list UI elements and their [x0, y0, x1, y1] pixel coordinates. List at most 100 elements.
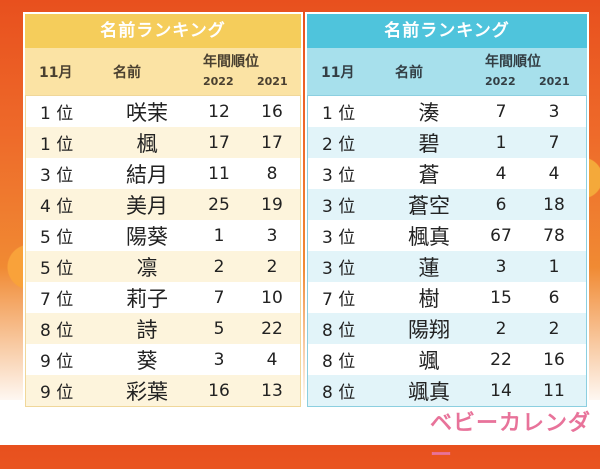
- table-header: 11月 名前 年間順位 2022 2021: [307, 48, 587, 95]
- rank-cell: 3 位: [322, 228, 356, 248]
- rank-cell: 2 位: [322, 135, 356, 155]
- rank-2022-cell: 12: [208, 101, 230, 122]
- rank-2022-cell: 3: [213, 349, 225, 370]
- rank-cell: 3 位: [322, 166, 356, 186]
- rank-cell: 1 位: [40, 104, 74, 124]
- name-cell: 楓: [136, 131, 158, 156]
- rank-2022-cell: 17: [208, 132, 230, 153]
- rank-2021-cell: 17: [261, 132, 283, 153]
- rank-cell: 1 位: [40, 135, 74, 155]
- header-year-2022: 2022: [485, 75, 516, 88]
- table-row: 7 位 樹 15 6: [308, 282, 586, 313]
- rank-2021-cell: 11: [543, 380, 565, 401]
- name-cell: 樹: [418, 286, 440, 311]
- rank-cell: 3 位: [322, 197, 356, 217]
- table-row: 4 位 美月 25 19: [26, 189, 300, 220]
- rank-2022-cell: 16: [208, 380, 230, 401]
- rank-cell: 5 位: [40, 259, 74, 279]
- rank-2021-cell: 78: [543, 225, 565, 246]
- table-row: 3 位 蓮 3 1: [308, 251, 586, 282]
- rank-cell: 7 位: [322, 290, 356, 310]
- header-month: 11月: [321, 65, 355, 81]
- table-row: 1 位 咲茉 12 16: [26, 96, 300, 127]
- rank-cell: 8 位: [322, 383, 356, 403]
- name-cell: 楓真: [408, 224, 450, 249]
- table-header: 11月 名前 年間順位 2022 2021: [25, 48, 301, 95]
- name-cell: 蒼: [418, 162, 440, 187]
- rank-2022-cell: 1: [213, 225, 225, 246]
- table-row: 5 位 凛 2 2: [26, 251, 300, 282]
- rank-cell: 9 位: [40, 383, 74, 403]
- rank-cell: 8 位: [322, 352, 356, 372]
- name-cell: 蒼空: [408, 193, 450, 218]
- rank-2021-cell: 16: [261, 101, 283, 122]
- rank-2021-cell: 13: [261, 380, 283, 401]
- rank-2022-cell: 7: [495, 101, 507, 122]
- table-row: 8 位 陽翔 2 2: [308, 313, 586, 344]
- rank-2021-cell: 10: [261, 287, 283, 308]
- header-name: 名前: [113, 65, 141, 81]
- girls-ranking-table: 名前ランキング 11月 名前 年間順位 2022 2021 1 位咲茉 12 16 1…: [23, 12, 303, 409]
- rank-cell: 5 位: [40, 228, 74, 248]
- rank-2021-cell: 16: [543, 349, 565, 370]
- table-row: 2 位 碧 1 7: [308, 127, 586, 158]
- header-annual-rank: 年間順位: [203, 54, 259, 70]
- header-year-2021: 2021: [257, 75, 288, 88]
- rank-2022-cell: 3: [495, 256, 507, 277]
- table-row: 7 位 莉子 7 10: [26, 282, 300, 313]
- name-cell: 咲茉: [126, 100, 168, 125]
- name-cell: 凛: [136, 255, 158, 280]
- rank-2021-cell: 3: [266, 225, 278, 246]
- rank-2021-cell: 2: [548, 318, 560, 339]
- baby-calendar-logo: ベビーカレンダー: [430, 411, 592, 468]
- table-row: 3 位 結月 11 8: [26, 158, 300, 189]
- rank-2022-cell: 2: [213, 256, 225, 277]
- name-cell: 颯: [418, 348, 440, 373]
- table-title: 名前ランキング: [307, 14, 587, 48]
- header-year-2021: 2021: [539, 75, 570, 88]
- rank-2021-cell: 19: [261, 194, 283, 215]
- rank-2021-cell: 22: [261, 318, 283, 339]
- rank-2021-cell: 8: [266, 163, 278, 184]
- table-row: 9 位 葵 3 4: [26, 344, 300, 375]
- table-row: 9 位 彩葉 16 13: [26, 375, 300, 406]
- name-cell: 彩葉: [126, 379, 168, 404]
- rank-2021-cell: 6: [548, 287, 560, 308]
- rank-2021-cell: 4: [266, 349, 278, 370]
- rank-2022-cell: 5: [213, 318, 225, 339]
- rank-2022-cell: 7: [213, 287, 225, 308]
- table-row: 1 位 楓 17 17: [26, 127, 300, 158]
- rank-cell: 4 位: [40, 197, 74, 217]
- rank-2022-cell: 1: [495, 132, 507, 153]
- name-cell: 颯真: [408, 379, 450, 404]
- table-title: 名前ランキング: [25, 14, 301, 48]
- name-cell: 莉子: [126, 286, 168, 311]
- header-year-2022: 2022: [203, 75, 234, 88]
- rank-2021-cell: 18: [543, 194, 565, 215]
- name-cell: 結月: [126, 162, 168, 187]
- name-cell: 陽葵: [126, 224, 168, 249]
- table-row: 1 位 湊 7 3: [308, 96, 586, 127]
- header-name: 名前: [395, 65, 423, 81]
- table-row: 8 位 颯真 14 11: [308, 375, 586, 406]
- name-cell: 碧: [418, 131, 440, 156]
- header-annual-rank: 年間順位: [485, 54, 541, 70]
- name-cell: 詩: [136, 317, 158, 342]
- rank-2022-cell: 2: [495, 318, 507, 339]
- rank-2022-cell: 6: [495, 194, 507, 215]
- rank-cell: 9 位: [40, 352, 74, 372]
- table-row: 8 位 詩 5 22: [26, 313, 300, 344]
- rank-2022-cell: 11: [208, 163, 230, 184]
- rank-2021-cell: 1: [548, 256, 560, 277]
- rank-2021-cell: 4: [548, 163, 560, 184]
- rank-2022-cell: 15: [490, 287, 512, 308]
- rank-2022-cell: 14: [490, 380, 512, 401]
- name-cell: 葵: [136, 348, 158, 373]
- name-cell: 湊: [418, 100, 440, 125]
- rank-2021-cell: 7: [548, 132, 560, 153]
- rank-cell: 8 位: [322, 321, 356, 341]
- name-cell: 美月: [126, 193, 168, 218]
- table-row: 3 位 蒼空 6 18: [308, 189, 586, 220]
- header-month: 11月: [39, 65, 73, 81]
